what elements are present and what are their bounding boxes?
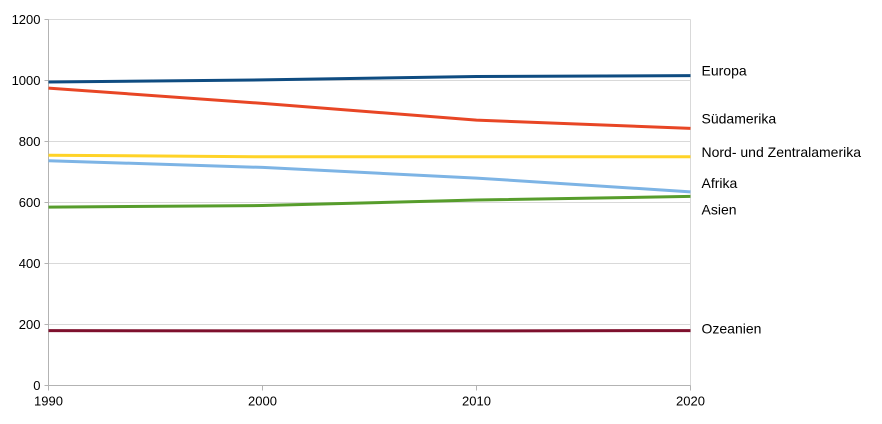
tick-labels: 0 200 400 600 800 1000 1200 1990 2000 2010 2020	[12, 12, 705, 409]
series-line-europa	[48, 74, 691, 84]
x-tick-label-1990: 1990	[34, 394, 63, 409]
y-tick-label-1000: 1000	[12, 73, 41, 88]
y-tick-label-200: 200	[19, 317, 41, 332]
series-label-asien: Asien	[702, 201, 737, 217]
y-tick-label-0: 0	[33, 378, 40, 393]
series-line-afrika	[48, 159, 691, 194]
series-line-sudamerika	[48, 86, 691, 130]
series-labels: Europa Südamerika Nord- und Zentralamerika…	[702, 63, 862, 337]
series-label-europa: Europa	[702, 63, 747, 79]
series-line-asien	[48, 194, 691, 209]
series-label-sudamerika: Südamerika	[702, 110, 777, 126]
series-label-ozeanien: Ozeanien	[702, 321, 762, 337]
axes	[44, 19, 691, 391]
y-tick-label-800: 800	[19, 134, 41, 149]
series-lines	[48, 74, 691, 333]
series-line-nord-und-zentralamerika	[48, 153, 691, 159]
y-tick-label-600: 600	[19, 195, 41, 210]
y-tick-label-400: 400	[19, 256, 41, 271]
series-label-afrika: Afrika	[702, 175, 738, 191]
y-tick-label-1200: 1200	[12, 12, 41, 27]
x-tick-label-2010: 2010	[462, 394, 491, 409]
series-label-nord-und-zentralamerika: Nord- und Zentralamerika	[702, 144, 862, 160]
x-tick-label-2020: 2020	[676, 394, 705, 409]
x-tick-label-2000: 2000	[248, 394, 277, 409]
